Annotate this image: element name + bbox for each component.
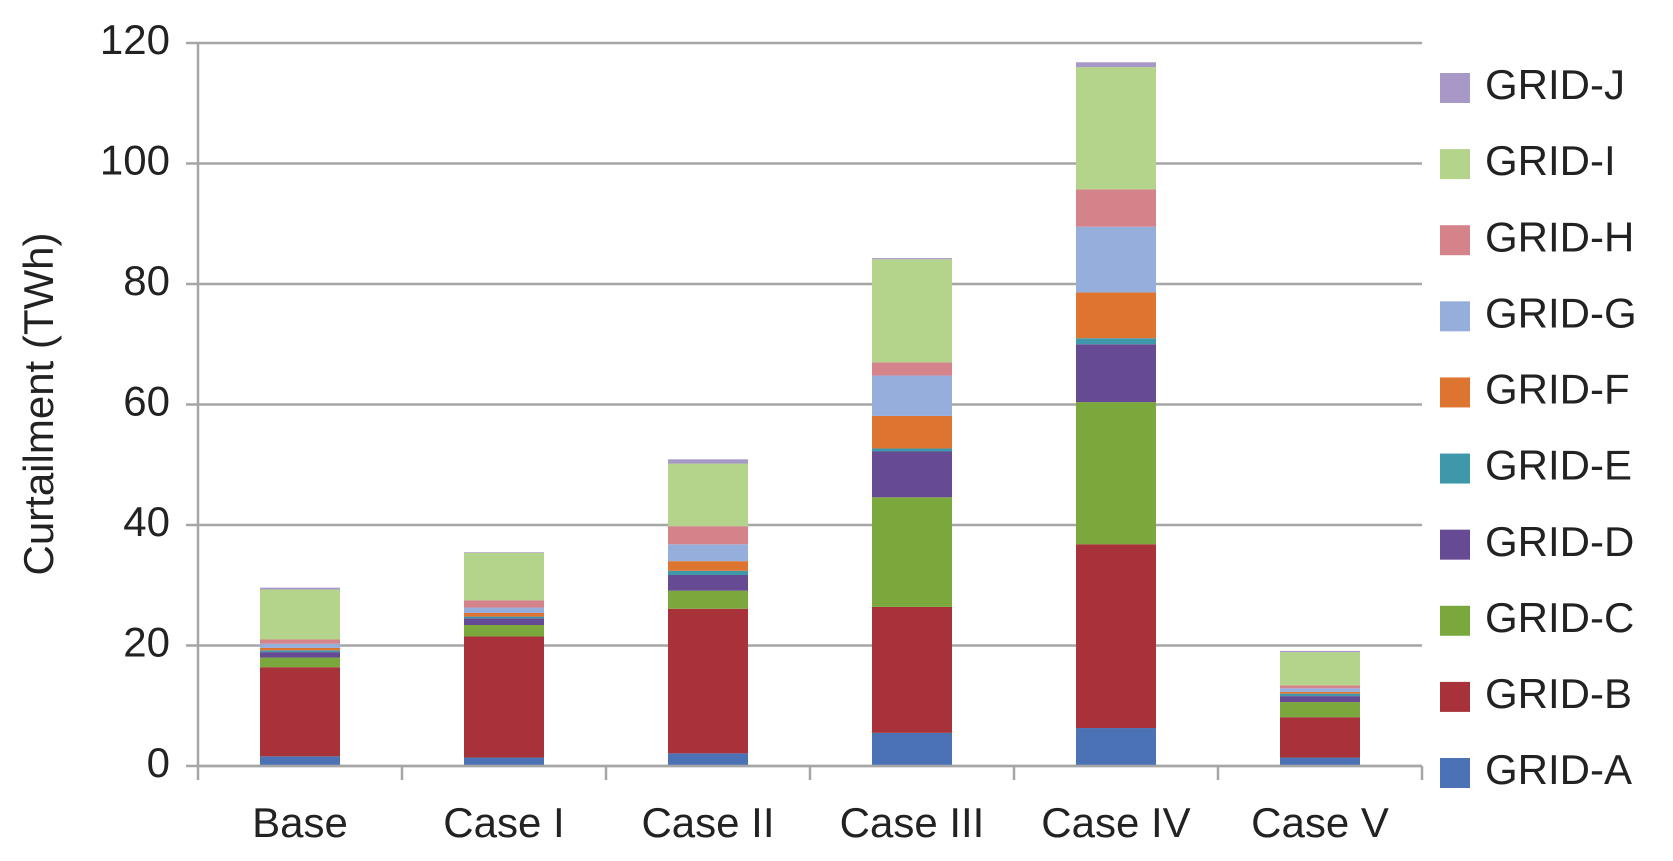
bar-segment <box>464 616 544 619</box>
bar-segment <box>1280 757 1360 766</box>
bar-segment <box>260 652 340 658</box>
y-tick-label: 100 <box>100 137 170 184</box>
bar-segment <box>1076 344 1156 403</box>
legend-label: GRID-I <box>1485 137 1616 184</box>
legend-label: GRID-G <box>1485 289 1637 336</box>
bar-segment <box>260 589 340 640</box>
bar-segment <box>260 643 340 648</box>
bar-segment <box>1280 696 1360 703</box>
bar-segment <box>464 600 544 608</box>
bar-segment <box>668 608 748 754</box>
y-tick-label: 60 <box>123 378 170 425</box>
legend-label: GRID-H <box>1485 213 1634 260</box>
bar-segment <box>1076 728 1156 766</box>
bar-segment <box>1076 189 1156 227</box>
bar-segment <box>1076 338 1156 345</box>
bar-segment <box>1076 226 1156 293</box>
bar-segment <box>668 544 748 562</box>
legend-label: GRID-F <box>1485 366 1630 413</box>
bar-segment <box>260 667 340 757</box>
bar-segment <box>464 607 544 613</box>
bar-segment <box>872 258 952 260</box>
bar-segment <box>1280 693 1360 697</box>
legend-label: GRID-J <box>1485 61 1625 108</box>
bar-segment <box>668 590 748 609</box>
bar-segment <box>260 650 340 653</box>
legend-label: GRID-A <box>1485 746 1632 793</box>
bar-segment <box>1280 650 1360 653</box>
bar-segment <box>668 575 748 591</box>
bar-segment <box>1076 62 1156 68</box>
x-tick-label: Case II <box>641 799 774 846</box>
bar-segment <box>872 732 952 766</box>
bar-segment <box>872 415 952 449</box>
bar-segment <box>1280 688 1360 692</box>
legend-swatch <box>1440 73 1470 103</box>
bar-segment <box>872 259 952 363</box>
legend-label: GRID-C <box>1485 594 1634 641</box>
bar-segment <box>872 497 952 607</box>
bar-segment <box>872 451 952 498</box>
bar-segment <box>872 362 952 376</box>
bar-segment <box>464 636 544 758</box>
bar-segment <box>260 587 340 590</box>
legend-swatch <box>1440 605 1470 636</box>
x-tick-label: Base <box>252 799 348 846</box>
bar-segment <box>1280 702 1360 718</box>
legend-swatch <box>1440 681 1470 712</box>
bar-segment <box>260 647 340 651</box>
legend-swatch <box>1440 301 1470 332</box>
bar-segment <box>464 612 544 617</box>
x-tick-label: Case V <box>1251 799 1389 846</box>
x-tick-label: Case IV <box>1041 799 1190 846</box>
x-tick-label: Case III <box>840 799 985 846</box>
bar-segment <box>668 526 748 545</box>
bar-segment <box>464 618 544 626</box>
y-tick-label: 40 <box>123 498 170 545</box>
y-axis-title: Curtailment (TWh) <box>15 232 62 575</box>
legend-swatch <box>1440 758 1470 788</box>
x-tick-label: Case I <box>443 799 564 846</box>
legend-label: GRID-B <box>1485 670 1632 717</box>
legend-swatch <box>1440 529 1470 560</box>
bar-segment <box>1076 292 1156 339</box>
bar-segment <box>464 552 544 553</box>
bar-segment <box>1076 544 1156 729</box>
y-tick-label: 120 <box>100 16 170 63</box>
bar-segment <box>464 625 544 637</box>
y-tick-label: 0 <box>147 739 170 786</box>
bar-segment <box>668 753 748 766</box>
bar-segment <box>1076 402 1156 545</box>
bar-segment <box>1280 685 1360 689</box>
bar-segment <box>668 459 748 464</box>
bar-segment <box>872 606 952 733</box>
bar-segment <box>1280 652 1360 686</box>
legend-swatch <box>1440 453 1470 484</box>
bar-segment <box>260 756 340 766</box>
legend-label: GRID-D <box>1485 518 1634 565</box>
bar-segment <box>464 552 544 601</box>
legend-label: GRID-E <box>1485 442 1632 489</box>
legend-swatch <box>1440 377 1470 408</box>
bar-segment <box>872 375 952 416</box>
bar-segment <box>872 448 952 452</box>
y-tick-label: 20 <box>123 619 170 666</box>
legend-swatch <box>1440 149 1470 180</box>
bar-segment <box>668 463 748 527</box>
y-tick-label: 80 <box>123 257 170 304</box>
bar-segment <box>1280 717 1360 758</box>
bar-segment <box>1076 67 1156 190</box>
bar-segment <box>260 657 340 668</box>
bar-segment <box>668 570 748 576</box>
bar-segment <box>260 639 340 644</box>
bar-segment <box>668 561 748 571</box>
bar-segment <box>464 757 544 766</box>
bar-segment <box>1280 691 1360 694</box>
legend-swatch <box>1440 225 1470 256</box>
